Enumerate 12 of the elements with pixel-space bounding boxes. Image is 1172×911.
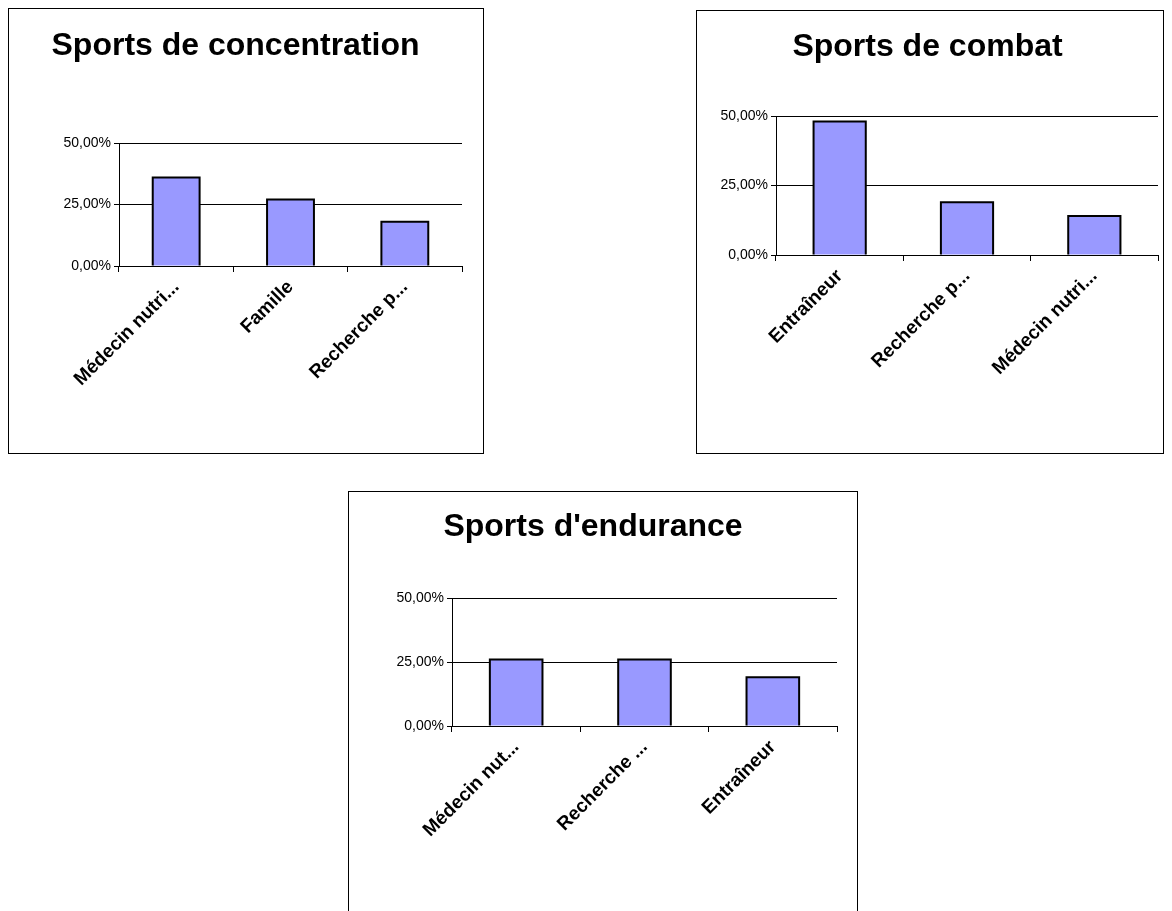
y-tick-label: 25,00% [63, 195, 111, 212]
y-tick-label: 0,00% [71, 256, 111, 273]
y-tick-label: 25,00% [396, 652, 444, 669]
y-tick-label: 50,00% [720, 106, 768, 123]
y-tick-label: 50,00% [396, 588, 444, 605]
chart-title: Sports de concentration [51, 25, 420, 62]
y-tick-label: 25,00% [720, 176, 768, 193]
chart-title: Sports de combat [792, 26, 1063, 63]
chart-title: Sports d'endurance [443, 506, 743, 543]
y-tick-label: 50,00% [63, 133, 111, 150]
y-tick-label: 0,00% [404, 716, 444, 733]
y-tick-label: 0,00% [728, 245, 768, 262]
